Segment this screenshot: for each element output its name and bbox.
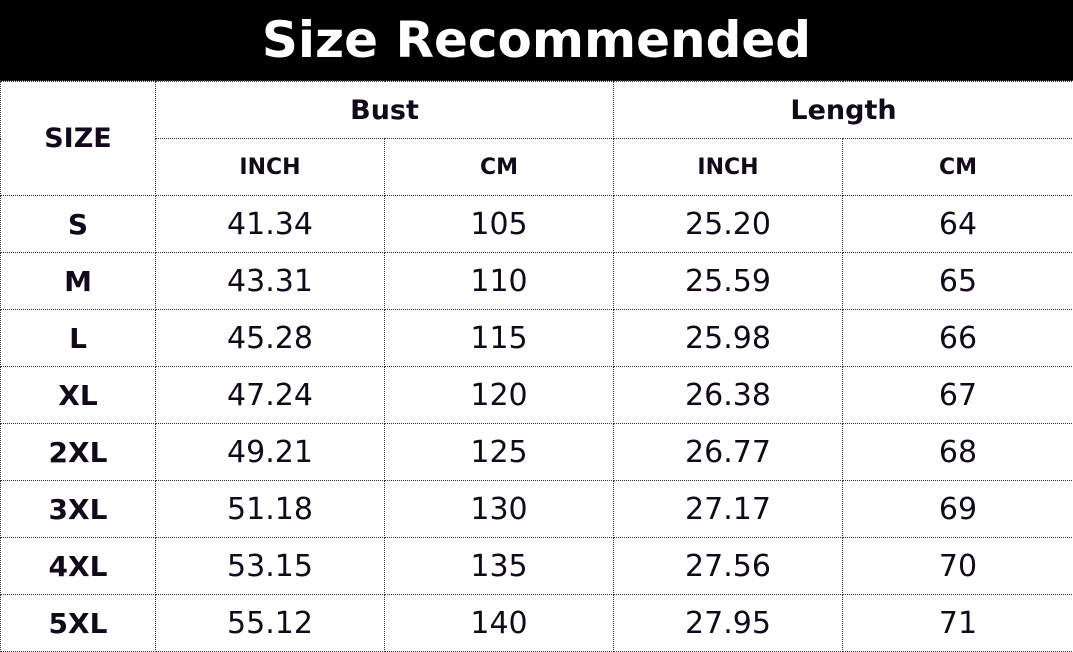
table-row: 5XL 55.12 140 27.95 71 [0, 594, 1073, 652]
table-row: 2XL 49.21 125 26.77 68 [0, 423, 1073, 481]
bust-cm-cell: 115 [384, 309, 614, 367]
size-table: SIZE Bust Length INCH CM INCH CM S 41.34 1… [0, 81, 1073, 652]
length-inch-cell: 25.98 [613, 309, 843, 367]
table-row: M 43.31 110 25.59 65 [0, 252, 1073, 310]
bust-inch-cell: 49.21 [155, 423, 385, 481]
length-inch-cell: 27.17 [613, 480, 843, 538]
chart-title: Size Recommended [0, 0, 1073, 81]
length-cm-cell: 64 [841, 195, 1073, 253]
table-row: 4XL 53.15 135 27.56 70 [0, 537, 1073, 595]
bust-inch-cell: 43.31 [155, 252, 385, 310]
bust-cm-header: CM [384, 138, 614, 196]
bust-header: Bust [155, 81, 614, 139]
size-cell: L [0, 309, 156, 367]
size-cell: XL [0, 366, 156, 424]
header-row-2: INCH CM INCH CM [1, 138, 1073, 196]
bust-cm-cell: 110 [384, 252, 614, 310]
table-row: XL 47.24 120 26.38 67 [0, 366, 1073, 424]
bust-cm-cell: 125 [384, 423, 614, 481]
length-inch-cell: 25.20 [613, 195, 843, 253]
size-cell: 5XL [0, 594, 156, 652]
length-inch-cell: 27.56 [613, 537, 843, 595]
length-inch-cell: 27.95 [613, 594, 843, 652]
bust-cm-cell: 105 [384, 195, 614, 253]
bust-inch-cell: 47.24 [155, 366, 385, 424]
size-cell: S [0, 195, 156, 253]
table-row: L 45.28 115 25.98 66 [0, 309, 1073, 367]
bust-inch-header: INCH [155, 138, 385, 196]
size-cell: 3XL [0, 480, 156, 538]
bust-cm-cell: 120 [384, 366, 614, 424]
size-cell: 4XL [0, 537, 156, 595]
length-inch-cell: 26.38 [613, 366, 843, 424]
size-cell: 2XL [0, 423, 156, 481]
size-header: SIZE [0, 81, 156, 196]
length-header: Length [612, 81, 1073, 139]
bust-inch-cell: 41.34 [155, 195, 385, 253]
length-inch-cell: 25.59 [613, 252, 843, 310]
length-cm-header: CM [841, 138, 1073, 196]
length-cm-cell: 65 [841, 252, 1073, 310]
bust-inch-cell: 45.28 [155, 309, 385, 367]
bust-cm-cell: 130 [384, 480, 614, 538]
length-cm-cell: 70 [841, 537, 1073, 595]
size-cell: M [0, 252, 156, 310]
length-cm-cell: 68 [841, 423, 1073, 481]
bust-cm-cell: 140 [384, 594, 614, 652]
bust-inch-cell: 53.15 [155, 537, 385, 595]
length-inch-cell: 26.77 [613, 423, 843, 481]
length-cm-cell: 66 [841, 309, 1073, 367]
length-cm-cell: 67 [841, 366, 1073, 424]
length-inch-header: INCH [613, 138, 843, 196]
header-row-1: SIZE Bust Length [0, 81, 1073, 196]
length-cm-cell: 71 [841, 594, 1073, 652]
length-cm-cell: 69 [841, 480, 1073, 538]
table-row: 3XL 51.18 130 27.17 69 [0, 480, 1073, 538]
bust-inch-cell: 51.18 [155, 480, 385, 538]
bust-cm-cell: 135 [384, 537, 614, 595]
table-row: S 41.34 105 25.20 64 [0, 195, 1073, 253]
bust-inch-cell: 55.12 [155, 594, 385, 652]
